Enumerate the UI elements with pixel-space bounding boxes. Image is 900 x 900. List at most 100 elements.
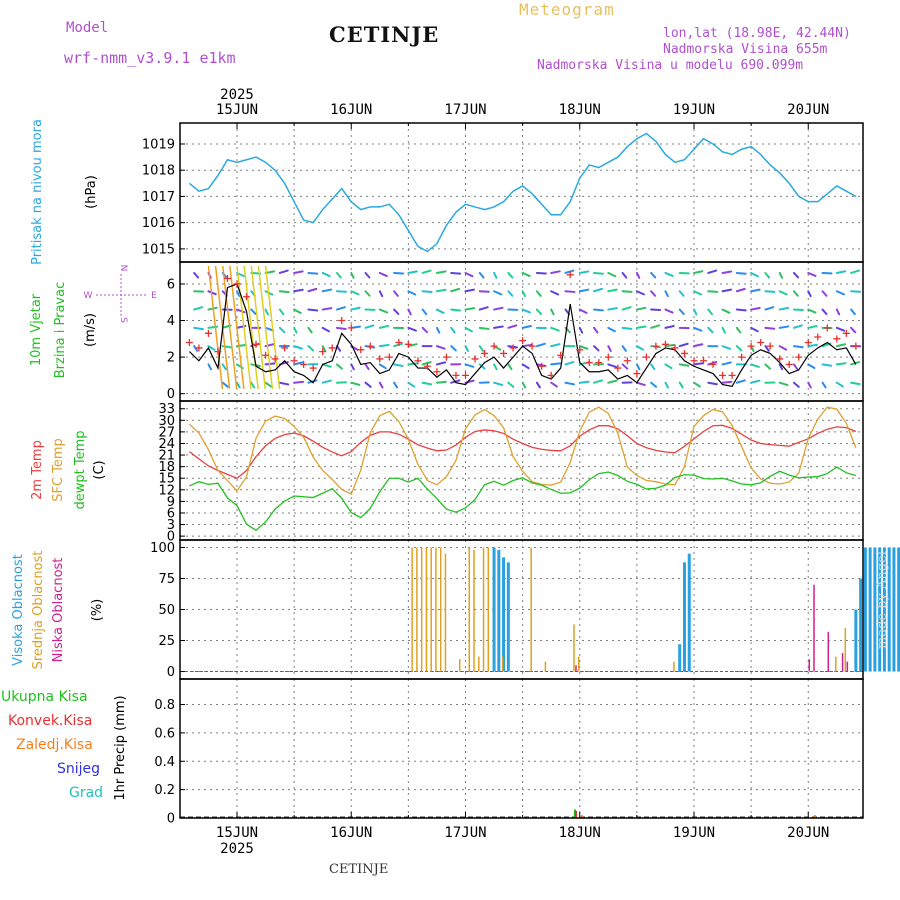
gust-marker (766, 342, 774, 350)
wind-vector (735, 271, 747, 275)
wind-vector (535, 308, 543, 315)
gust-marker (623, 357, 631, 365)
gust-marker (738, 353, 746, 361)
day-label-top: 18JUN (559, 102, 601, 118)
cloud-mid-bar (487, 547, 490, 672)
wind-vector (407, 326, 417, 332)
y-tick-label: 0 (167, 812, 175, 827)
compass-w: W (84, 291, 93, 301)
day-label-top: 20JUN (787, 102, 829, 118)
y-tick-label: 1015 (142, 242, 175, 257)
wind-vector (721, 361, 732, 366)
wind-vector (778, 345, 788, 351)
y-tick-label: 1019 (142, 137, 175, 152)
wind-vector (264, 308, 270, 316)
y-tick-label: 2 (167, 351, 175, 366)
wind-vector (721, 345, 732, 350)
gust-marker (614, 364, 622, 372)
wind-vector (778, 363, 784, 371)
cloud-unit: (%) (90, 599, 105, 622)
day-label-top: 19JUN (673, 102, 715, 118)
wind-vector (278, 326, 286, 334)
wind-vector (335, 326, 347, 331)
wind-vector (721, 380, 733, 384)
wind-vector (764, 271, 771, 279)
wind-vector (507, 381, 515, 388)
wind-vector (607, 271, 617, 278)
wind-vector (221, 363, 227, 371)
gust-marker (642, 353, 650, 361)
credit-watermark: made by Angel (875, 551, 890, 649)
wind-vector (678, 342, 689, 348)
wind-vector (364, 290, 371, 297)
gust-marker (757, 338, 765, 346)
y-tick-label: 1016 (142, 216, 175, 231)
wind-vector (464, 271, 474, 278)
wind-vector (293, 345, 303, 350)
precip-legend-item: Zaledj.Kisa (16, 737, 93, 753)
wind-vector (735, 326, 742, 334)
y-tick-label: 15 (158, 472, 175, 487)
wind-vector (378, 308, 389, 314)
wind-vector (535, 290, 542, 297)
wind-vector (435, 345, 446, 350)
temp-2m-line (188, 424, 857, 479)
wind-vector (435, 326, 441, 334)
wind-vector (778, 290, 788, 296)
wind-vector (464, 307, 476, 311)
wind-vector (464, 345, 470, 352)
wind-vector (764, 290, 776, 293)
wind-vector (207, 345, 216, 351)
wind-vector (350, 381, 361, 386)
wind-vector (593, 308, 604, 312)
wind-vector (807, 325, 818, 329)
day-label-bottom: 19JUN (673, 825, 715, 841)
gust-marker (633, 370, 641, 378)
wind-vector (378, 271, 388, 278)
wind-vector (193, 271, 200, 279)
cloud-mid-bar (425, 547, 428, 672)
cloud-high-bar (887, 547, 891, 672)
gust-marker (442, 353, 450, 361)
wind-vector (257, 265, 274, 390)
wind-vector (550, 308, 555, 316)
wind-vector (378, 343, 390, 348)
wind-vector (778, 306, 790, 311)
wind-vector (607, 326, 616, 333)
wind-vector (721, 270, 733, 274)
y-tick-label: 1018 (142, 164, 175, 179)
day-label-top: 16JUN (330, 102, 372, 118)
wind-vector (307, 326, 313, 334)
wind-vector (478, 271, 485, 279)
panel-labels: Pritisak na nivou mora (hPa) 10m Vjetar Brz… (1, 119, 890, 801)
wind-vector (321, 288, 333, 293)
wind-vector (792, 271, 800, 279)
gust-marker (243, 293, 251, 301)
gust-marker (357, 346, 365, 354)
cloud-high-bar (506, 562, 510, 672)
cloud-low-bar (827, 631, 830, 672)
wind-vector (792, 290, 799, 297)
wind-vector (521, 343, 533, 348)
wind-vector (421, 326, 429, 334)
wind-vector (478, 306, 489, 311)
day-label-bottom: 17JUN (444, 825, 486, 841)
gust-marker (300, 360, 308, 368)
wind-vector (721, 288, 733, 293)
wind-vector (621, 306, 632, 311)
wind-vector (607, 288, 618, 293)
cloud-high-bar (873, 547, 877, 672)
gust-marker (404, 340, 412, 348)
gust-marker (262, 351, 270, 359)
cloud-mid-bar (411, 547, 413, 672)
wind-vector (635, 290, 645, 296)
wind-vector (535, 271, 547, 275)
temp-label-2: SFC Temp (51, 438, 66, 502)
wind-vector (707, 308, 713, 316)
wind-vector (221, 265, 238, 390)
wind-vector (650, 271, 657, 279)
wind-vector (450, 345, 457, 352)
wind-vector (335, 306, 346, 311)
cloud-low-bar (813, 584, 815, 672)
wind-vector (835, 362, 847, 366)
